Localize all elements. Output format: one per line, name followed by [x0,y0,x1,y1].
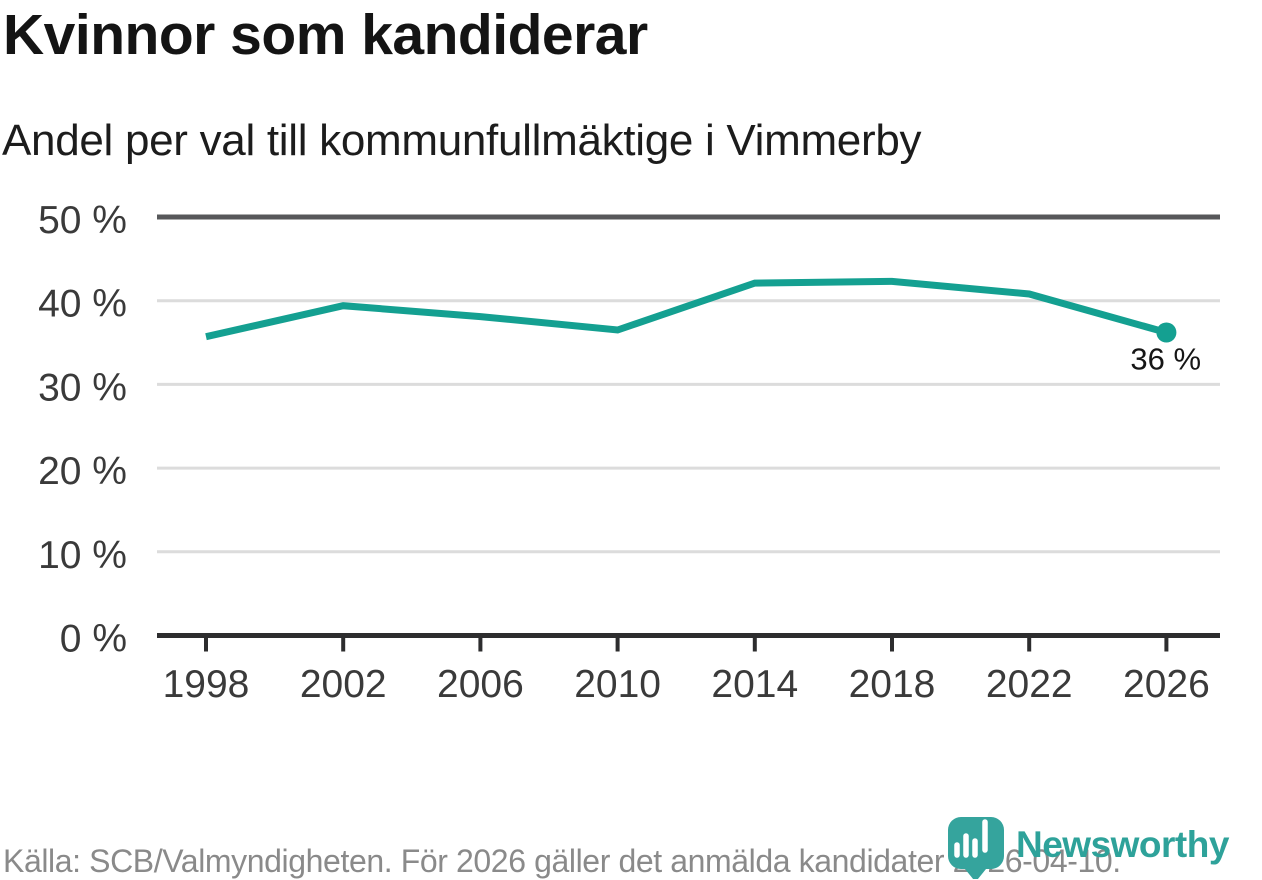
y-axis-tick-label: 20 % [38,450,127,493]
y-axis-tick-label: 0 % [60,618,127,661]
chart-subtitle: Andel per val till kommunfullmäktige i V… [2,116,922,165]
end-value-label: 36 % [1130,342,1201,377]
newsworthy-logo: Newsworthy [946,809,1229,879]
end-point-dot [1156,322,1177,343]
y-axis-tick-label: 10 % [38,534,127,577]
x-axis-tick-label: 2014 [711,663,798,706]
y-axis-tick-label: 30 % [38,366,127,409]
newsworthy-logo-icon [948,817,1004,879]
x-axis-tick-label: 2026 [1123,663,1210,706]
x-axis-tick-label: 2022 [986,663,1073,706]
x-axis-tick-label: 2010 [574,663,661,706]
y-axis-tick-label: 50 % [38,199,127,242]
x-axis-tick-label: 2018 [849,663,936,706]
logo-bars-icon [954,819,988,858]
x-axis-tick-label: 2002 [300,663,387,706]
x-axis-tick-label: 1998 [163,663,250,706]
x-axis-tick-label: 2006 [437,663,524,706]
newsworthy-logo-text: Newsworthy [1016,824,1229,865]
chart-title: Kvinnor som kandiderar [3,3,648,67]
y-axis-tick-label: 40 % [38,283,127,326]
data-line [205,277,1168,341]
source-note: Källa: SCB/Valmyndigheten. För 2026 gäll… [3,843,1121,879]
